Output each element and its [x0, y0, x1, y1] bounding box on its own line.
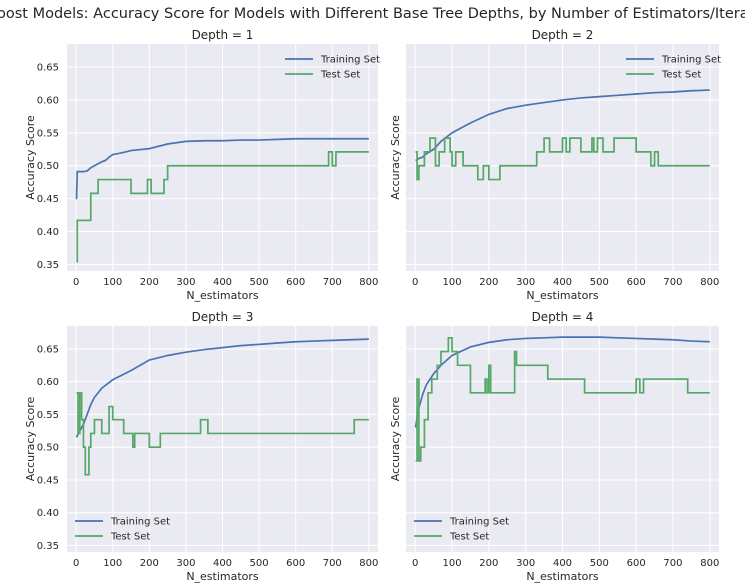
legend-label: Test Set — [110, 532, 150, 543]
series-line-test-set — [76, 151, 369, 263]
series-line-training-set — [414, 336, 710, 428]
x-axis-label: N_estimators — [526, 289, 599, 302]
legend-label: Training Set — [110, 517, 170, 528]
x-axis-label: N_estimators — [186, 289, 259, 302]
x-tick-label: 100 — [442, 558, 461, 569]
x-tick-label: 400 — [553, 277, 572, 288]
x-tick-label: 0 — [412, 558, 418, 569]
x-tick-label: 500 — [250, 558, 269, 569]
x-tick-label: 300 — [516, 558, 535, 569]
x-axis-label: N_estimators — [186, 570, 259, 583]
series-line-test-set — [415, 137, 710, 181]
y-tick-label: 0.45 — [37, 475, 59, 486]
y-tick-label: 0.50 — [37, 161, 59, 172]
series-line-test-set — [76, 391, 369, 476]
x-tick-label: 600 — [627, 277, 646, 288]
y-tick-label: 0.55 — [37, 410, 59, 421]
x-tick-label: 500 — [590, 277, 609, 288]
subplot-3: 0 100 200 300 400 500 600 700 800 0.35 0.40 0.45 0.5… — [24, 310, 378, 583]
y-tick-label: 0.65 — [37, 63, 59, 74]
series-line-training-set — [75, 338, 369, 438]
x-tick-label: 800 — [359, 558, 378, 569]
x-tick-label: 400 — [213, 277, 232, 288]
x-tick-label: 500 — [590, 558, 609, 569]
y-tick-label: 0.60 — [37, 95, 59, 106]
x-tick-label: 100 — [103, 558, 122, 569]
y-axis-label: Accuracy Score — [24, 115, 37, 200]
y-tick-label: 0.40 — [37, 508, 59, 519]
x-tick-label: 600 — [286, 558, 305, 569]
x-tick-label: 800 — [359, 277, 378, 288]
y-axis-label: Accuracy Score — [389, 115, 402, 200]
legend-label: Training Set — [320, 55, 380, 66]
x-tick-label: 400 — [553, 558, 572, 569]
y-tick-label: 0.35 — [37, 260, 59, 271]
y-tick-label: 0.65 — [37, 344, 59, 355]
x-tick-label: 200 — [140, 558, 159, 569]
subplot-title: Depth = 1 — [192, 28, 254, 42]
x-tick-label: 100 — [442, 277, 461, 288]
subplot-title: Depth = 4 — [532, 310, 594, 324]
x-tick-label: 300 — [176, 558, 195, 569]
x-tick-label: 300 — [176, 277, 195, 288]
y-tick-label: 0.60 — [37, 377, 59, 388]
y-tick-label: 0.40 — [37, 227, 59, 238]
x-tick-label: 700 — [663, 558, 682, 569]
x-tick-label: 700 — [323, 277, 342, 288]
x-tick-label: 0 — [73, 558, 79, 569]
legend-label: Test Set — [449, 532, 489, 543]
x-tick-label: 600 — [627, 558, 646, 569]
x-axis-label: N_estimators — [526, 570, 599, 583]
x-tick-label: 600 — [286, 277, 305, 288]
x-tick-label: 0 — [73, 277, 79, 288]
x-tick-label: 500 — [250, 277, 269, 288]
x-tick-label: 300 — [516, 277, 535, 288]
y-axis-label: Accuracy Score — [24, 397, 37, 482]
x-tick-label: 100 — [103, 277, 122, 288]
y-tick-label: 0.35 — [37, 541, 59, 552]
figure-title: Adaboost Models: Accuracy Score for Mode… — [0, 6, 745, 22]
y-tick-label: 0.55 — [37, 128, 59, 139]
x-tick-label: 800 — [700, 558, 719, 569]
series-line-training-set — [75, 137, 369, 200]
y-tick-label: 0.50 — [37, 443, 59, 454]
y-axis-label: Accuracy Score — [389, 397, 402, 482]
x-tick-label: 700 — [323, 558, 342, 569]
subplots-grid: 0 100 200 300 400 500 600 700 800 0.35 0.40 0.45 0.5… — [24, 28, 721, 583]
x-tick-label: 0 — [412, 277, 418, 288]
subplot-title: Depth = 2 — [532, 28, 594, 42]
legend-label: Test Set — [661, 70, 701, 81]
x-tick-label: 800 — [700, 277, 719, 288]
series-line-test-set — [415, 336, 710, 462]
x-tick-label: 700 — [663, 277, 682, 288]
subplot-4: 0 100 200 300 400 500 600 700 800 Depth = 4 N_esti… — [389, 310, 719, 583]
legend-label: Training Set — [661, 55, 721, 66]
subplot-2: 0 100 200 300 400 500 600 700 800 Depth = 2 N_esti… — [389, 28, 721, 302]
legend-label: Training Set — [449, 517, 509, 528]
y-tick-label: 0.45 — [37, 194, 59, 205]
subplot-1: 0 100 200 300 400 500 600 700 800 0.35 0.40 0.45 0.5… — [24, 28, 380, 302]
legend-label: Test Set — [320, 70, 360, 81]
x-tick-label: 200 — [479, 277, 498, 288]
x-tick-label: 200 — [140, 277, 159, 288]
x-tick-label: 400 — [213, 558, 232, 569]
x-tick-label: 200 — [479, 558, 498, 569]
subplot-title: Depth = 3 — [192, 310, 254, 324]
